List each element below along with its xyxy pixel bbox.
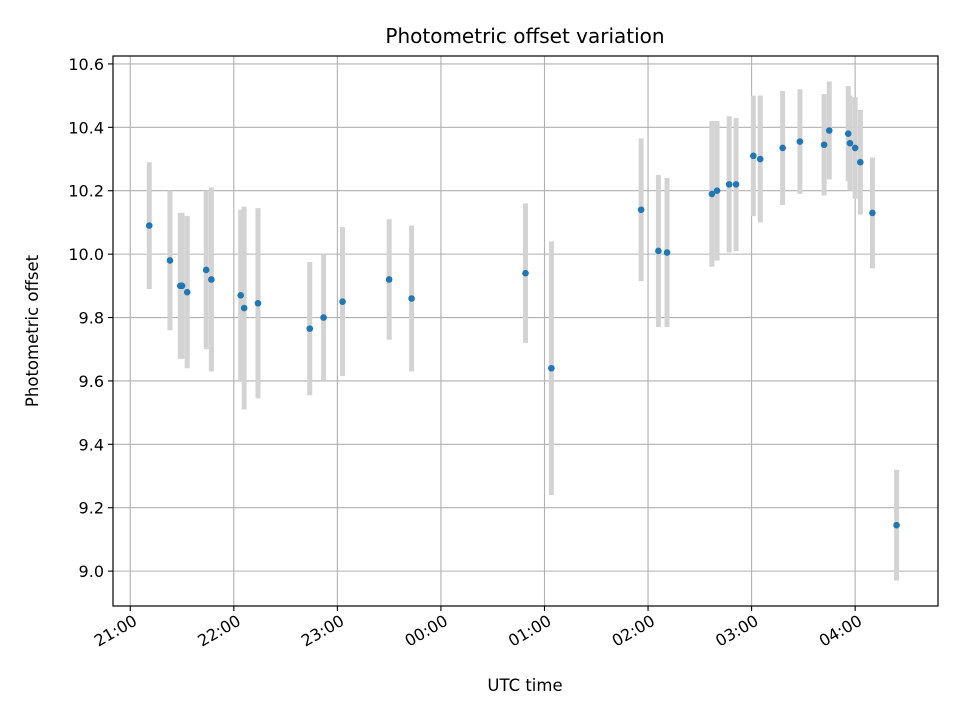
data-point [320,314,327,321]
data-points [145,127,900,529]
data-point [178,282,186,290]
data-point [857,158,864,166]
data-point [851,144,859,152]
data-point [637,206,645,214]
y-tick-label: 10.4 [68,118,104,137]
data-point [825,127,833,134]
y-tick-label: 9.6 [79,372,104,391]
data-point [166,257,174,264]
data-point [240,304,248,312]
data-point [522,269,529,277]
data-point [183,288,191,296]
data-point [725,181,733,188]
data-point [893,521,900,529]
y-tick-label: 10.0 [68,245,104,264]
data-point [306,325,314,332]
data-point [708,190,716,198]
data-point [548,364,555,372]
data-point [779,144,786,152]
data-point [844,130,852,137]
y-tick-label: 10.2 [68,182,104,201]
data-point [750,152,757,160]
data-point [237,292,245,299]
data-point [756,155,764,163]
data-point [869,209,876,217]
data-point [655,247,662,255]
y-tick-label: 9.8 [79,309,104,328]
data-point [713,187,721,195]
data-point [254,299,262,307]
data-point [408,295,415,302]
data-point [145,222,153,229]
data-point [796,138,804,145]
data-point [820,141,828,149]
data-point [385,276,393,283]
y-tick-label: 9.0 [79,562,104,581]
data-point [208,276,215,283]
y-tick-label: 9.2 [79,499,104,518]
plot-frame [112,55,939,607]
y-axis-label: Photometric offset [23,254,42,407]
y-axis-ticks: 9.0 9.2 9.4 9.6 9.8 10.0 10.2 10.4 10.6 [68,55,113,581]
y-tick-label: 10.6 [68,55,104,74]
y-tick-label: 9.4 [79,435,104,454]
x-axis-label: UTC time [487,676,562,695]
data-point [732,181,740,188]
data-point [663,249,671,256]
data-point [339,298,346,305]
data-point [846,139,854,147]
chart-title: Photometric offset variation [385,24,664,48]
data-point [202,266,210,274]
